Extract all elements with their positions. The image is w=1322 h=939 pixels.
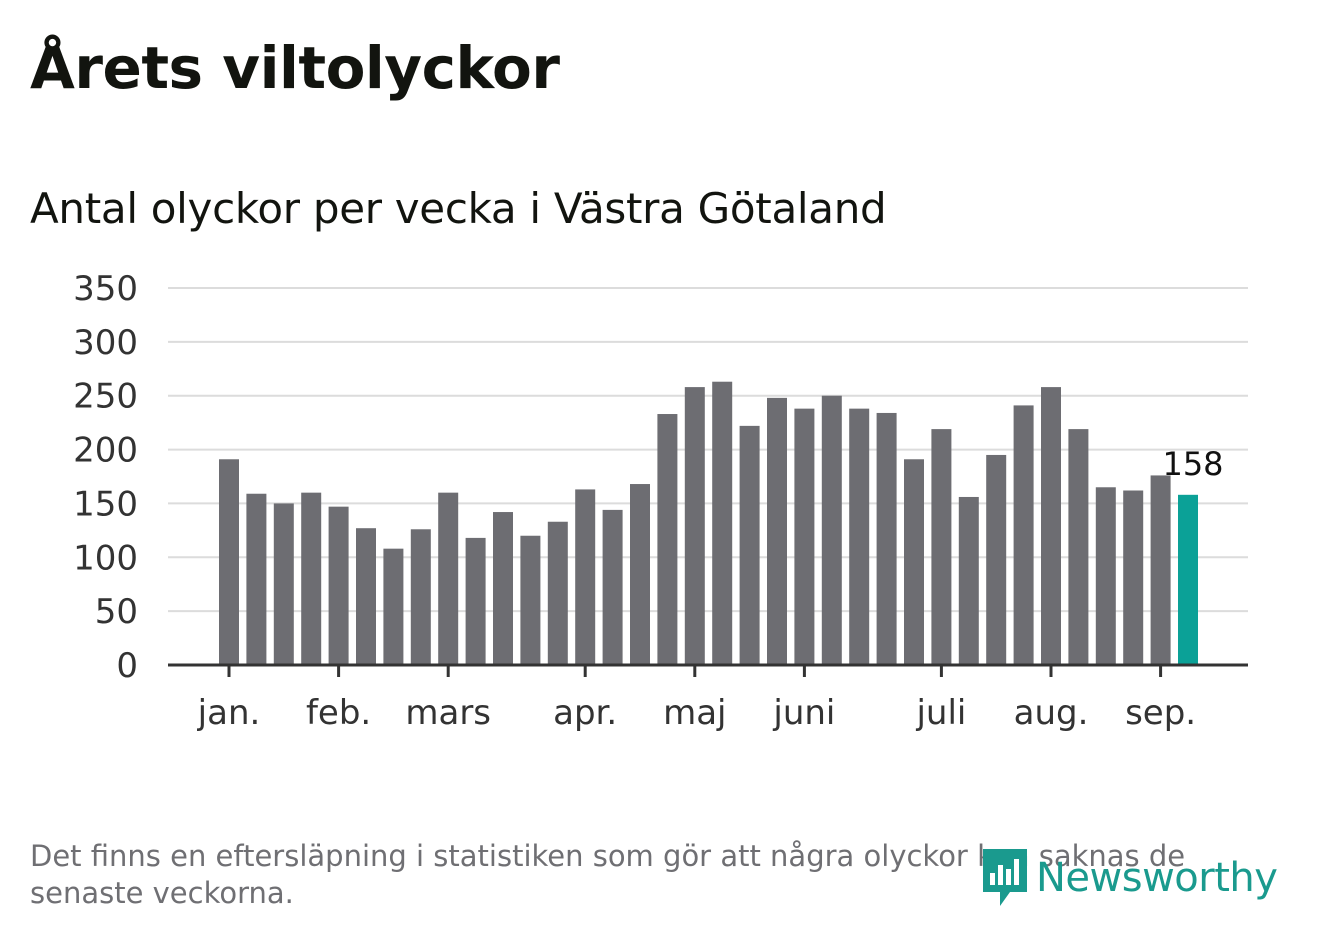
x-tick-label: mars	[405, 693, 491, 733]
data-labels: 158	[1162, 445, 1223, 483]
x-tick-label: feb.	[306, 693, 371, 733]
bar	[849, 408, 870, 665]
bar	[273, 503, 294, 665]
x-tick-label: aug.	[1014, 693, 1089, 733]
bar	[328, 506, 349, 665]
logo-wordmark: Newsworthy	[1036, 855, 1278, 901]
bar	[684, 387, 705, 665]
bar	[301, 492, 322, 665]
bar	[383, 548, 404, 665]
bar	[958, 496, 979, 665]
y-tick-label: 150	[73, 484, 138, 524]
bar	[493, 512, 513, 665]
bar-chart: 0 50 100 150 200 250 300 350 jan. feb. mars apr. ma…	[73, 269, 1248, 733]
bar	[356, 528, 376, 665]
bar-highlighted	[1178, 494, 1198, 665]
bar	[1095, 487, 1116, 665]
bar	[630, 484, 650, 665]
y-axis-tick-labels: 0 50 100 150 200 250 300 350	[73, 269, 138, 686]
bars	[219, 381, 1198, 665]
y-tick-label: 350	[73, 269, 138, 309]
bar	[739, 425, 760, 665]
bar	[986, 454, 1007, 665]
bar	[1041, 387, 1061, 665]
y-tick-label: 0	[116, 646, 138, 686]
y-tick-label: 50	[95, 592, 138, 632]
data-label-latest: 158	[1162, 445, 1223, 483]
newsworthy-logo-icon	[983, 849, 1027, 906]
x-tick-label: sep.	[1125, 693, 1196, 733]
y-tick-label: 200	[73, 431, 138, 471]
bar	[438, 492, 459, 665]
bar	[1013, 405, 1034, 665]
x-tick-label: juli	[915, 693, 966, 733]
bar	[520, 535, 541, 665]
x-axis-ticks: jan. feb. mars apr. maj juni juli aug. sep.	[197, 665, 1196, 733]
bar	[712, 381, 733, 665]
bar	[1068, 429, 1089, 665]
x-tick-label: jan.	[197, 693, 261, 733]
x-tick-label: maj	[663, 693, 726, 733]
bar	[657, 414, 678, 665]
bar	[246, 493, 267, 665]
bar	[821, 395, 842, 665]
x-tick-label: apr.	[553, 693, 617, 733]
bar	[575, 489, 596, 665]
bar	[465, 537, 486, 665]
bar	[410, 529, 431, 665]
y-tick-label: 250	[73, 377, 138, 417]
bar	[931, 429, 952, 665]
bar	[794, 408, 815, 665]
bar	[602, 509, 623, 665]
chart-title: Årets viltolyckor	[30, 34, 560, 102]
bar	[219, 459, 239, 665]
bar	[767, 397, 787, 665]
y-tick-label: 300	[73, 323, 138, 363]
y-tick-label: 100	[73, 538, 138, 578]
newsworthy-logo: Newsworthy	[980, 846, 1278, 910]
bar	[904, 459, 924, 665]
chart-subtitle: Antal olyckor per vecka i Västra Götalan…	[30, 184, 887, 233]
x-tick-label: juni	[772, 693, 835, 733]
bar	[1150, 475, 1171, 665]
bar	[1123, 490, 1144, 665]
bar	[876, 412, 897, 665]
bar	[547, 521, 568, 665]
